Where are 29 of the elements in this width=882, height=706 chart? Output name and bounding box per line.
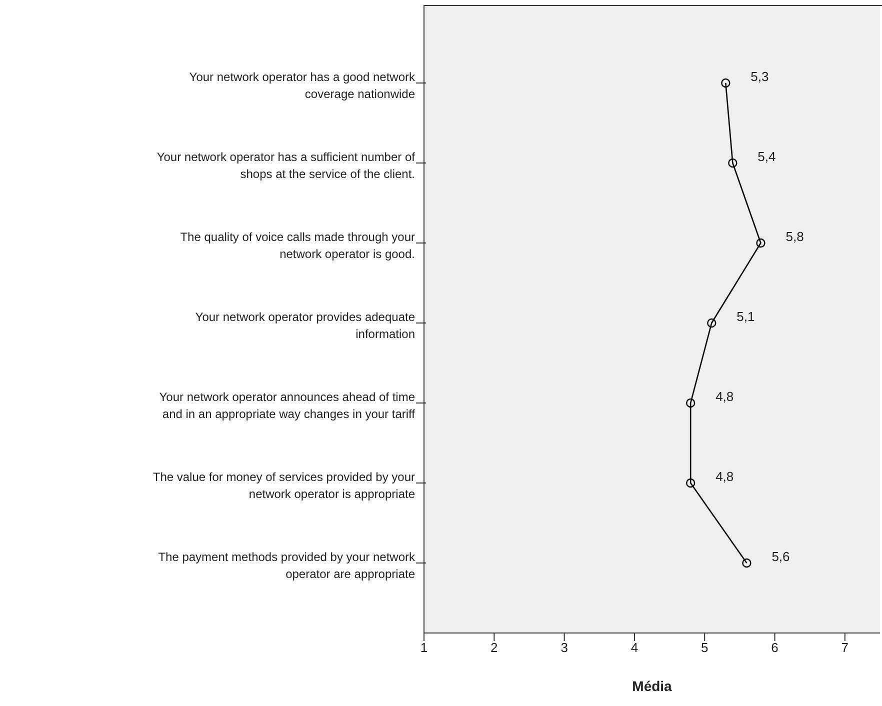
x-tick-label: 4	[630, 640, 638, 656]
y-tick-label: Your network operator has a good network coverage nationwide	[189, 70, 416, 101]
y-tick-label: Your network operator announces ahead of time and in an appropriate way changes in your tariff	[159, 390, 416, 421]
x-axis-title: Média	[632, 678, 672, 694]
data-label: 5,3	[750, 69, 769, 84]
point	[721, 78, 730, 88]
x-tick-label: 5	[701, 640, 708, 656]
x-tick-label: 1	[420, 640, 428, 656]
point	[686, 398, 696, 408]
x-tick-label: 6	[771, 640, 778, 656]
y-tick-label: Your network operator provides adequate information	[195, 310, 416, 341]
y-tick-label: Your network operator has a sufficient number of shops at the service of the client.	[156, 150, 416, 181]
data-label: 4,8	[716, 389, 734, 404]
data-label: 4,8	[716, 469, 734, 484]
point	[742, 558, 752, 568]
point	[756, 238, 766, 248]
y-tick-label: The quality of voice calls made through your network operator is good.	[180, 230, 415, 261]
y-tick-label: The payment methods provided by your network operator are appropriate	[158, 550, 416, 581]
point	[707, 318, 716, 328]
point	[728, 158, 738, 168]
data-label: 5,6	[772, 549, 790, 564]
x-tick-label: 3	[560, 640, 568, 656]
data-label: 5,1	[736, 309, 755, 324]
x-tick-label: 7	[841, 640, 849, 656]
data-label: 5,4	[758, 149, 776, 164]
y-tick-label: The value for money of services provided by your network operator is appropriate	[152, 470, 416, 501]
data-label: 5,8	[786, 229, 804, 244]
x-tick-label: 2	[490, 640, 498, 656]
point	[686, 478, 696, 488]
